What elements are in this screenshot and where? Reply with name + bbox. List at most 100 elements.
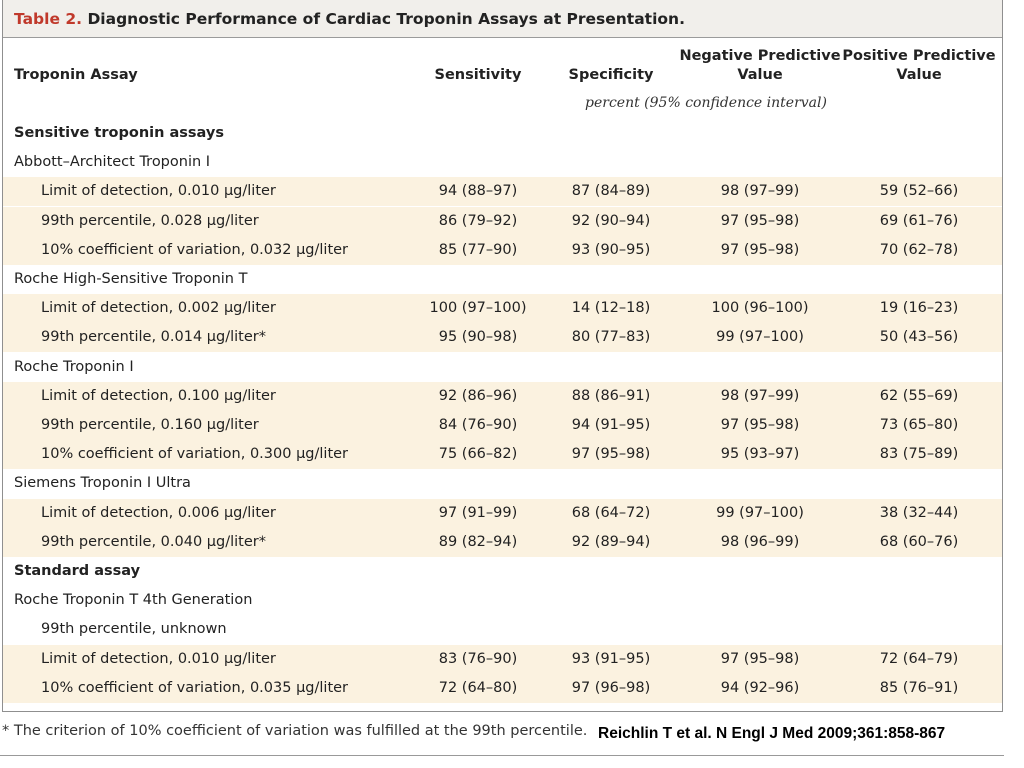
ppv-cell: 59 (52–66) [879, 183, 959, 200]
row-label: Sensitive troponin assays [14, 125, 224, 141]
header-npv: Negative Predictive Value [678, 47, 842, 85]
citation: Reichlin T et al. N Engl J Med 2009;361:… [598, 725, 946, 742]
ppv-cell: 85 (76–91) [879, 679, 959, 696]
ppv-cell: 70 (62–78) [879, 241, 959, 258]
table-row: Limit of detection, 0.006 μg/liter 97 (91… [3, 498, 1002, 528]
table-row: Limit of detection, 0.010 μg/liter 83 (76… [3, 644, 1002, 674]
row-label: 99th percentile, 0.160 μg/liter [41, 417, 259, 433]
table-title-text: Diagnostic Performance of Cardiac Tropon… [87, 10, 685, 28]
header-sensitivity: Sensitivity [434, 67, 522, 83]
sensitivity-cell: 97 (91–99) [438, 504, 518, 521]
row-label: 99th percentile, 0.014 μg/liter* [41, 329, 266, 346]
row-label: Roche High-Sensitive Troponin T [14, 271, 248, 287]
sensitivity-cell: 86 (79–92) [438, 212, 518, 229]
assay-group-row: Siemens Troponin I Ultra [3, 469, 1002, 498]
npv-cell: 97 (95–98) [720, 212, 800, 229]
row-label: Limit of detection, 0.100 μg/liter [41, 387, 276, 404]
row-label: Limit of detection, 0.010 μg/liter [41, 183, 276, 200]
npv-cell: 98 (97–99) [720, 183, 800, 200]
table-row: 10% coefficient of variation, 0.300 μg/l… [3, 440, 1002, 470]
ppv-cell: 83 (75–89) [879, 446, 959, 463]
table-row: 10% coefficient of variation, 0.035 μg/l… [3, 673, 1002, 703]
row-label: Limit of detection, 0.002 μg/liter [41, 300, 276, 317]
row-label: Siemens Troponin I Ultra [14, 475, 191, 492]
row-label: 10% coefficient of variation, 0.032 μg/l… [41, 241, 349, 258]
specificity-cell: 94 (91–95) [571, 417, 651, 433]
specificity-cell: 93 (91–95) [571, 650, 651, 667]
units-label: percent (95% confidence interval) [585, 95, 827, 111]
specificity-cell: 68 (64–72) [571, 504, 651, 521]
sensitivity-cell: 83 (76–90) [438, 650, 518, 667]
table-row: 99th percentile, 0.040 μg/liter* 89 (82–9… [3, 527, 1002, 557]
npv-cell: 100 (96–100) [711, 300, 809, 317]
table-title: Table 2. Diagnostic Performance of Cardi… [3, 0, 1002, 38]
ppv-cell: 73 (65–80) [879, 417, 959, 433]
specificity-cell: 93 (90–95) [571, 241, 651, 258]
assay-group-row: Roche High-Sensitive Troponin T [3, 265, 1002, 294]
specificity-cell: 97 (95–98) [571, 446, 651, 463]
assay-group-row: Roche Troponin I [3, 353, 1002, 382]
sensitivity-cell: 89 (82–94) [438, 533, 518, 550]
ppv-cell: 62 (55–69) [879, 387, 959, 404]
row-label: 10% coefficient of variation, 0.035 μg/l… [41, 679, 349, 696]
row-label: Limit of detection, 0.010 μg/liter [41, 650, 276, 667]
header-npv-line2: Value [737, 67, 783, 83]
table-row: 99th percentile, 0.014 μg/liter* 95 (90–9… [3, 323, 1002, 353]
table-row: 99th percentile, 0.160 μg/liter 84 (76–90… [3, 411, 1002, 440]
sensitivity-cell: 85 (77–90) [438, 241, 518, 258]
npv-cell: 97 (95–98) [720, 417, 800, 433]
row-label: 99th percentile, unknown [41, 621, 227, 638]
section-heading-row: Sensitive troponin assays [3, 119, 1002, 148]
npv-cell: 97 (95–98) [720, 650, 800, 667]
row-label: 10% coefficient of variation, 0.300 μg/l… [41, 446, 349, 463]
row-label: Roche Troponin T 4th Generation [14, 592, 253, 609]
header-troponin-assay: Troponin Assay [14, 67, 138, 83]
npv-cell: 95 (93–97) [720, 446, 800, 463]
table-row: Limit of detection, 0.010 μg/liter 94 (88… [3, 177, 1002, 207]
table-row: 99th percentile, unknown [3, 615, 1002, 644]
table-number: Table 2. [14, 10, 83, 28]
npv-cell: 98 (96–99) [720, 533, 800, 550]
row-label: Roche Troponin I [14, 358, 134, 375]
bottom-divider [0, 755, 1004, 756]
row-label: Limit of detection, 0.006 μg/liter [41, 504, 276, 521]
ppv-cell: 72 (64–79) [879, 650, 959, 667]
sensitivity-cell: 75 (66–82) [438, 446, 518, 463]
specificity-cell: 87 (84–89) [571, 183, 651, 200]
assay-group-row: Roche Troponin T 4th Generation [3, 586, 1002, 615]
sensitivity-cell: 94 (88–97) [438, 183, 518, 200]
table-row: Limit of detection, 0.002 μg/liter 100 (9… [3, 294, 1002, 324]
table-row: Limit of detection, 0.100 μg/liter 92 (86… [3, 381, 1002, 411]
table-row: 10% coefficient of variation, 0.032 μg/l… [3, 235, 1002, 265]
assay-group-row: Abbott–Architect Troponin I [3, 148, 1002, 177]
ppv-cell: 68 (60–76) [879, 533, 959, 550]
sensitivity-cell: 100 (97–100) [429, 300, 527, 317]
specificity-cell: 97 (96–98) [571, 679, 651, 696]
row-label: 99th percentile, 0.028 μg/liter [41, 212, 259, 229]
npv-cell: 99 (97–100) [716, 504, 804, 521]
sensitivity-cell: 84 (76–90) [438, 417, 518, 433]
specificity-cell: 92 (90–94) [571, 212, 651, 229]
ppv-cell: 38 (32–44) [879, 504, 959, 521]
header-specificity: Specificity [568, 67, 654, 83]
npv-cell: 97 (95–98) [720, 241, 800, 258]
sensitivity-cell: 92 (86–96) [438, 387, 518, 404]
npv-cell: 94 (92–96) [720, 679, 800, 696]
header-ppv-line2: Value [896, 67, 942, 83]
section-heading-row: Standard assay [3, 557, 1002, 586]
row-label: Abbott–Architect Troponin I [14, 154, 211, 171]
header-npv-line1: Negative Predictive [679, 48, 841, 64]
ppv-cell: 19 (16–23) [879, 300, 959, 317]
row-label: Standard assay [14, 563, 141, 579]
ppv-cell: 50 (43–56) [879, 329, 959, 346]
table-row: 99th percentile, 0.028 μg/liter 86 (79–92… [3, 206, 1002, 236]
specificity-cell: 88 (86–91) [571, 387, 651, 404]
sensitivity-cell: 95 (90–98) [438, 329, 518, 346]
specificity-cell: 92 (89–94) [571, 533, 651, 550]
footnote: * The criterion of 10% coefficient of va… [2, 723, 588, 739]
row-label: 99th percentile, 0.040 μg/liter* [41, 533, 266, 550]
table-frame: Table 2. Diagnostic Performance of Cardi… [2, 0, 1003, 712]
sensitivity-cell: 72 (64–80) [438, 679, 518, 696]
ppv-cell: 69 (61–76) [879, 212, 959, 229]
specificity-cell: 14 (12–18) [571, 300, 651, 317]
